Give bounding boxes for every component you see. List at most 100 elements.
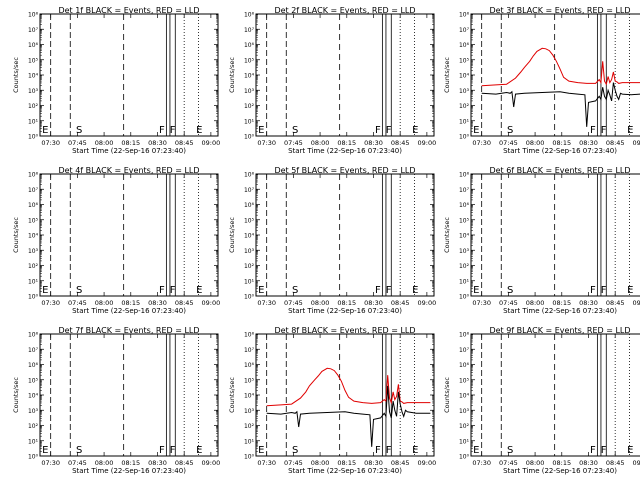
panel-det-5: Det 5f BLACK = Events, RED = LLD Counts/s… [228, 166, 436, 315]
y-tick-label: 10¹ [244, 438, 255, 445]
panel-det-2: Det 2f BLACK = Events, RED = LLD Counts/s… [228, 6, 436, 155]
x-tick-label: 09:00 [418, 299, 437, 307]
y-tick-label: 10⁷ [28, 27, 39, 34]
y-axis-label: Counts/sec [12, 57, 20, 93]
y-axis-label: Counts/sec [228, 377, 236, 413]
panel-det-9: Det 9f BLACK = Events, RED = LLD Counts/s… [443, 326, 640, 475]
plot-frame [39, 173, 219, 297]
x-tick-label: 08:30 [364, 139, 383, 147]
x-tick-label: 08:00 [526, 299, 545, 307]
y-tick-label: 10⁵ [459, 217, 470, 224]
y-tick-label: 10¹ [28, 278, 39, 285]
marker-letter: E [258, 125, 264, 136]
marker-letter: F [170, 125, 176, 136]
x-tick-label: 08:45 [606, 139, 625, 147]
y-tick-label: 10³ [244, 88, 255, 95]
x-tick-label: 08:30 [579, 299, 598, 307]
panel-title: Det 3f BLACK = Events, RED = LLD [489, 6, 630, 15]
x-tick-label: 09:00 [202, 139, 221, 147]
x-tick-label: 09:00 [633, 299, 640, 307]
y-tick-label: 10⁷ [459, 347, 470, 354]
panel-det-4: Det 4f BLACK = Events, RED = LLD Counts/s… [12, 166, 220, 315]
panel-title: Det 9f BLACK = Events, RED = LLD [489, 326, 630, 335]
marker-letter: F [601, 125, 607, 136]
x-tick-label: 07:30 [472, 139, 491, 147]
y-tick-label: 10⁵ [459, 377, 470, 384]
y-tick-label: 10⁶ [28, 362, 39, 369]
marker-letter: E [258, 445, 264, 456]
marker-letter: E [42, 285, 48, 296]
x-tick-label: 07:30 [472, 459, 491, 467]
y-tick-label: 10² [459, 423, 470, 430]
marker-letter: E [412, 445, 418, 456]
x-tick-label: 08:15 [337, 139, 356, 147]
marker-letter: F [386, 285, 392, 296]
y-tick-label: 10⁵ [459, 57, 470, 64]
marker-letter: S [507, 445, 513, 456]
marker-letter: F [590, 285, 596, 296]
x-tick-label: 08:00 [526, 139, 545, 147]
panel-det-1: Det 1f BLACK = Events, RED = LLD Counts/s… [12, 6, 220, 155]
y-tick-label: 10³ [459, 248, 470, 255]
marker-letter: S [507, 125, 513, 136]
x-tick-label: 07:30 [257, 299, 276, 307]
y-tick-label: 10⁴ [28, 233, 39, 240]
x-tick-label: 07:30 [257, 459, 276, 467]
x-tick-label: 08:00 [95, 139, 114, 147]
marker-letter: E [412, 125, 418, 136]
y-tick-label: 10⁶ [244, 202, 255, 209]
y-tick-label: 10¹ [244, 118, 255, 125]
y-tick-label: 10⁶ [244, 362, 255, 369]
y-tick-label: 10⁴ [244, 393, 255, 400]
marker-letter: F [375, 125, 381, 136]
y-tick-label: 10⁸ [459, 332, 470, 339]
x-axis-label: Start Time (22-Sep-16 07:23:40) [288, 307, 402, 315]
y-tick-label: 10⁰ [459, 454, 470, 461]
y-tick-label: 10⁸ [28, 172, 39, 179]
marker-letter: E [627, 445, 633, 456]
panel-det-6: Det 6f BLACK = Events, RED = LLD Counts/s… [443, 166, 640, 315]
plot-frame [255, 333, 435, 457]
x-tick-label: 08:15 [552, 299, 571, 307]
y-tick-label: 10⁸ [244, 332, 255, 339]
x-axis-label: Start Time (22-Sep-16 07:23:40) [288, 147, 402, 155]
y-tick-label: 10¹ [459, 118, 470, 125]
y-tick-label: 10² [459, 263, 470, 270]
y-tick-label: 10⁸ [459, 12, 470, 19]
y-tick-label: 10⁸ [244, 12, 255, 19]
y-tick-label: 10⁵ [244, 217, 255, 224]
x-tick-label: 08:45 [175, 139, 194, 147]
plot-frame [255, 173, 435, 297]
y-tick-label: 10³ [28, 88, 39, 95]
marker-letter: E [42, 125, 48, 136]
y-tick-label: 10⁷ [459, 27, 470, 34]
x-tick-label: 07:45 [68, 139, 87, 147]
panel-title: Det 2f BLACK = Events, RED = LLD [274, 6, 415, 15]
y-tick-label: 10⁶ [459, 362, 470, 369]
marker-letter: E [196, 445, 202, 456]
marker-letter: E [627, 285, 633, 296]
y-tick-label: 10⁰ [459, 134, 470, 141]
y-tick-label: 10⁴ [28, 393, 39, 400]
x-tick-label: 07:30 [41, 139, 60, 147]
x-axis-label: Start Time (22-Sep-16 07:23:40) [288, 467, 402, 475]
x-tick-label: 08:45 [175, 459, 194, 467]
marker-letter: F [590, 445, 596, 456]
x-tick-label: 07:45 [68, 299, 87, 307]
marker-letter: S [292, 285, 298, 296]
x-tick-label: 08:45 [606, 459, 625, 467]
marker-letter: E [196, 285, 202, 296]
y-tick-label: 10⁴ [459, 393, 470, 400]
plot-frame [39, 13, 219, 137]
plot-frame [255, 13, 435, 137]
y-axis-label: Counts/sec [12, 217, 20, 253]
y-tick-label: 10³ [28, 408, 39, 415]
panel-title: Det 6f BLACK = Events, RED = LLD [489, 166, 630, 175]
x-tick-label: 08:00 [311, 459, 330, 467]
panel-det-3: Det 3f BLACK = Events, RED = LLD Counts/s… [443, 6, 640, 155]
panel-det-8: Det 8f BLACK = Events, RED = LLD Counts/s… [228, 326, 436, 475]
marker-letter: F [159, 285, 165, 296]
marker-letter: S [76, 445, 82, 456]
y-tick-label: 10⁷ [28, 187, 39, 194]
x-tick-label: 09:00 [202, 299, 221, 307]
